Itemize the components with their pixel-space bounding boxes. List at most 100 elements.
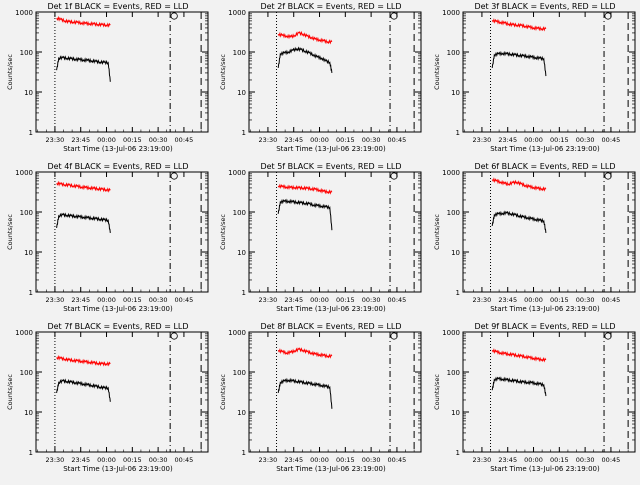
x-tick-label: 00:45 <box>602 296 621 304</box>
lld-series-line <box>56 15 111 28</box>
y-axis-label: Counts/sec <box>219 214 227 250</box>
x-tick-label: 23:45 <box>71 296 90 304</box>
panel-title: Det 7f BLACK = Events, RED = LLD <box>47 322 188 331</box>
y-axis-label: Counts/sec <box>6 214 14 250</box>
events-series-line <box>56 212 111 233</box>
x-tick-label: 00:00 <box>524 296 543 304</box>
x-axis-label: Start Time (13-Jul-06 23:19:00) <box>276 305 386 313</box>
events-series-line <box>277 46 333 73</box>
x-tick-label: 00:30 <box>576 456 595 464</box>
x-tick-label: 00:30 <box>362 296 381 304</box>
x-tick-label: 00:45 <box>602 136 621 144</box>
x-tick-label: 00:15 <box>123 136 142 144</box>
x-tick-label: 00:30 <box>149 296 168 304</box>
y-tick-label: 1 <box>29 289 33 297</box>
x-tick-label: 23:45 <box>284 136 303 144</box>
x-tick-label: 00:45 <box>175 136 194 144</box>
panel-title: Det 1f BLACK = Events, RED = LLD <box>47 2 188 11</box>
detector-panel: Det 1f BLACK = Events, RED = LLD Counts/s… <box>6 2 209 153</box>
y-tick-label: 1 <box>242 129 246 137</box>
panel-title: Det 5f BLACK = Events, RED = LLD <box>260 162 401 171</box>
y-tick-label: 100 <box>233 369 246 377</box>
marker-circle <box>390 12 398 20</box>
x-tick-label: 00:45 <box>175 456 194 464</box>
x-tick-label: 00:00 <box>97 136 116 144</box>
y-tick-label: 1 <box>29 449 33 457</box>
detector-panel: Det 5f BLACK = Events, RED = LLD Counts/s… <box>219 162 422 313</box>
x-tick-label: 00:15 <box>123 296 142 304</box>
x-tick-label: 00:00 <box>97 456 116 464</box>
y-tick-label: 100 <box>20 49 33 57</box>
y-tick-label: 1000 <box>228 329 246 337</box>
y-tick-label: 10 <box>24 249 33 257</box>
lld-series-line <box>56 180 111 193</box>
marker-circle <box>604 172 612 180</box>
x-axis-label: Start Time (13-Jul-06 23:19:00) <box>490 145 600 153</box>
x-axis-label: Start Time (13-Jul-06 23:19:00) <box>63 305 173 313</box>
y-axis-label: Counts/sec <box>219 54 227 90</box>
x-tick-label: 00:30 <box>576 136 595 144</box>
plot-frame <box>462 331 636 453</box>
x-tick-label: 00:30 <box>576 296 595 304</box>
lld-series-line <box>491 18 547 32</box>
plot-frame <box>35 11 209 133</box>
x-tick-label: 00:15 <box>336 456 355 464</box>
y-axis-label: Counts/sec <box>433 374 441 410</box>
x-tick-label: 00:00 <box>524 456 543 464</box>
y-axis-label: Counts/sec <box>6 374 14 410</box>
lld-series-line <box>56 354 111 367</box>
y-tick-label: 1 <box>456 449 460 457</box>
x-tick-label: 23:45 <box>71 136 90 144</box>
events-series-line <box>56 55 111 82</box>
y-tick-label: 10 <box>237 249 246 257</box>
y-tick-label: 100 <box>233 209 246 217</box>
y-axis-label: Counts/sec <box>433 214 441 250</box>
x-tick-label: 23:45 <box>71 456 90 464</box>
x-axis-label: Start Time (13-Jul-06 23:19:00) <box>490 305 600 313</box>
x-tick-label: 23:30 <box>473 456 492 464</box>
x-axis-label: Start Time (13-Jul-06 23:19:00) <box>276 145 386 153</box>
x-axis-label: Start Time (13-Jul-06 23:19:00) <box>63 145 173 153</box>
y-tick-label: 1000 <box>15 169 33 177</box>
x-tick-label: 23:45 <box>284 296 303 304</box>
y-tick-label: 100 <box>20 209 33 217</box>
events-series-line <box>277 198 333 231</box>
x-tick-label: 23:45 <box>498 456 517 464</box>
x-tick-label: 00:30 <box>149 136 168 144</box>
x-tick-label: 00:30 <box>362 456 381 464</box>
lld-series-line <box>277 183 333 195</box>
y-tick-label: 1 <box>29 129 33 137</box>
lld-series-line <box>491 348 547 363</box>
y-tick-label: 1 <box>242 449 246 457</box>
x-tick-label: 23:30 <box>473 136 492 144</box>
detector-panel: Det 8f BLACK = Events, RED = LLD Counts/s… <box>219 322 422 473</box>
y-tick-label: 1000 <box>442 169 460 177</box>
marker-circle <box>390 332 398 340</box>
plot-frame <box>248 11 422 133</box>
plot-frame <box>35 331 209 453</box>
y-tick-label: 1 <box>242 289 246 297</box>
panel-title: Det 8f BLACK = Events, RED = LLD <box>260 322 401 331</box>
x-tick-label: 00:15 <box>123 456 142 464</box>
x-tick-label: 00:15 <box>550 136 569 144</box>
detector-panel: Det 9f BLACK = Events, RED = LLD Counts/s… <box>433 322 636 473</box>
y-tick-label: 100 <box>447 369 460 377</box>
y-tick-label: 1000 <box>15 329 33 337</box>
detector-panel: Det 2f BLACK = Events, RED = LLD Counts/s… <box>219 2 422 153</box>
x-tick-label: 00:15 <box>336 136 355 144</box>
x-tick-label: 23:30 <box>46 136 65 144</box>
panel-title: Det 6f BLACK = Events, RED = LLD <box>474 162 615 171</box>
x-tick-label: 23:45 <box>498 296 517 304</box>
x-tick-label: 00:00 <box>310 296 329 304</box>
x-tick-label: 23:45 <box>498 136 517 144</box>
x-tick-label: 00:45 <box>175 296 194 304</box>
y-tick-label: 1000 <box>228 9 246 17</box>
x-axis-label: Start Time (13-Jul-06 23:19:00) <box>63 465 173 473</box>
x-tick-label: 23:30 <box>46 456 65 464</box>
y-tick-label: 10 <box>451 409 460 417</box>
marker-circle <box>170 172 178 180</box>
events-series-line <box>491 50 547 77</box>
y-tick-label: 10 <box>237 89 246 97</box>
x-tick-label: 23:30 <box>259 456 278 464</box>
